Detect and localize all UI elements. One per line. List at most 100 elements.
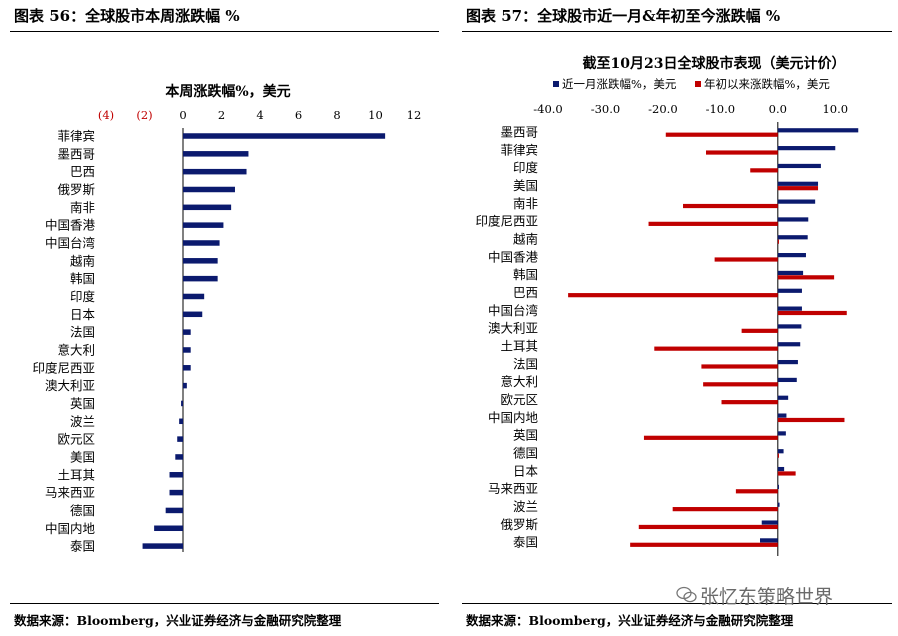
bar xyxy=(169,472,183,478)
right-panel: 图表 57：全球股市近一月&年初至今涨跌幅 % 截至10月23日全球股市表现（美… xyxy=(452,0,898,636)
category-label: 印度尼西亚 xyxy=(32,360,95,375)
bar xyxy=(181,400,183,407)
bar xyxy=(183,133,386,139)
figure-title: 图表 57：全球股市近一月&年初至今涨跌幅 % xyxy=(466,7,781,25)
source-rule xyxy=(10,603,439,604)
category-label: 意大利 xyxy=(500,374,538,389)
category-label: 中国香港 xyxy=(488,249,539,264)
bar-ytd xyxy=(683,203,778,209)
bar-month xyxy=(777,466,785,472)
bar-ytd xyxy=(777,453,779,458)
bar-month xyxy=(777,163,821,169)
bar-ytd xyxy=(643,435,778,440)
watermark: 张忆东策略世界 xyxy=(700,586,834,608)
bar xyxy=(169,489,183,496)
category-label: 墨西哥 xyxy=(500,125,538,140)
bar-month xyxy=(777,306,802,311)
x-tick-label: (4) xyxy=(98,108,114,122)
category-label: 巴西 xyxy=(513,285,538,300)
category-label: 波兰 xyxy=(70,414,95,429)
bar-ytd xyxy=(654,346,778,351)
category-label: 马来西亚 xyxy=(45,485,95,500)
x-tick-label: -40.0 xyxy=(533,102,563,116)
bar-month xyxy=(777,181,819,186)
bar-ytd xyxy=(638,524,778,530)
category-label: 澳大利亚 xyxy=(45,378,95,393)
bar-month xyxy=(777,359,798,365)
bar-month xyxy=(777,253,806,258)
legend-swatch-ytd xyxy=(695,81,701,87)
chart-title: 截至10月23日全球股市表现（美元计价） xyxy=(583,55,846,72)
bar-ytd xyxy=(703,382,778,387)
bar-ytd xyxy=(721,400,778,405)
bar-ytd xyxy=(735,489,778,494)
bar-month xyxy=(777,270,804,276)
bar xyxy=(175,454,183,460)
bar-month xyxy=(777,199,816,204)
category-label: 南非 xyxy=(513,196,538,211)
bar-month xyxy=(777,288,802,293)
x-tick-label: -30.0 xyxy=(591,102,621,116)
bar-ytd xyxy=(777,310,847,316)
data-source: 数据来源：Bloomberg，兴业证券经济与金融研究院整理 xyxy=(466,613,794,628)
category-label: 中国台湾 xyxy=(488,303,538,318)
bar xyxy=(183,168,247,175)
category-label: 英国 xyxy=(70,396,95,411)
bar xyxy=(183,311,203,318)
category-label: 欧元区 xyxy=(500,392,538,407)
category-label: 印度 xyxy=(70,289,96,304)
bar xyxy=(183,222,224,228)
bar xyxy=(183,293,205,300)
category-label: 日本 xyxy=(70,307,96,322)
x-tick-label: 6 xyxy=(295,108,302,122)
bar xyxy=(183,151,249,157)
bar-month xyxy=(777,502,780,507)
weekly-change-chart: 本周涨跌幅%，美元 (4) (2) 0 2 4 6 8 10 12 菲律宾墨西哥巴西俄罗斯南非中国香… xyxy=(32,83,422,554)
bar-month xyxy=(777,128,859,133)
bar xyxy=(183,275,218,282)
legend-label-month: 近一月涨跌幅%，美元 xyxy=(562,77,677,91)
bar-ytd xyxy=(750,168,778,173)
category-label: 印度 xyxy=(513,160,539,175)
bar-ytd xyxy=(665,132,778,137)
category-label: 墨西哥 xyxy=(57,146,95,161)
x-tick-label: 4 xyxy=(256,108,263,122)
bar-month xyxy=(760,538,778,543)
bar-month xyxy=(777,413,787,418)
category-label: 意大利 xyxy=(57,342,95,357)
category-label: 法国 xyxy=(513,356,538,371)
bar-ytd xyxy=(630,542,778,547)
bar xyxy=(183,258,218,264)
category-label: 泰国 xyxy=(513,535,538,550)
category-label: 美国 xyxy=(70,449,95,464)
month-ytd-change-chart: 截至10月23日全球股市表现（美元计价） 近一月涨跌幅%，美元 年初以来涨跌幅%，美… xyxy=(475,55,859,556)
x-tick-label: -10.0 xyxy=(706,102,736,116)
category-label: 越南 xyxy=(513,231,538,246)
bar xyxy=(177,436,183,442)
bar xyxy=(183,347,191,353)
wechat-icon xyxy=(676,586,697,603)
source-rule xyxy=(462,603,892,604)
category-label: 韩国 xyxy=(70,271,95,286)
category-label: 中国内地 xyxy=(488,410,539,425)
category-label: 中国香港 xyxy=(45,218,96,233)
figure-title: 图表 56：全球股市本周涨跌幅 % xyxy=(14,7,240,25)
bar-month xyxy=(777,146,836,151)
category-label: 土耳其 xyxy=(500,338,538,353)
x-tick-label: 10 xyxy=(368,108,383,122)
category-label: 德国 xyxy=(513,445,538,460)
x-tick-label: 12 xyxy=(407,108,422,122)
title-rule xyxy=(462,31,892,32)
bar-ytd xyxy=(741,328,778,333)
bar-month xyxy=(777,484,779,489)
bar-ytd xyxy=(672,507,778,512)
bar xyxy=(183,186,235,193)
bar-ytd xyxy=(777,275,835,280)
category-label: 德国 xyxy=(70,503,95,518)
bar-month xyxy=(777,342,801,347)
x-tick-label: 0 xyxy=(179,108,186,122)
bar-month xyxy=(777,324,802,329)
bar-ytd xyxy=(568,293,778,298)
category-label: 印度尼西亚 xyxy=(475,214,538,229)
bar-ytd xyxy=(777,186,819,191)
